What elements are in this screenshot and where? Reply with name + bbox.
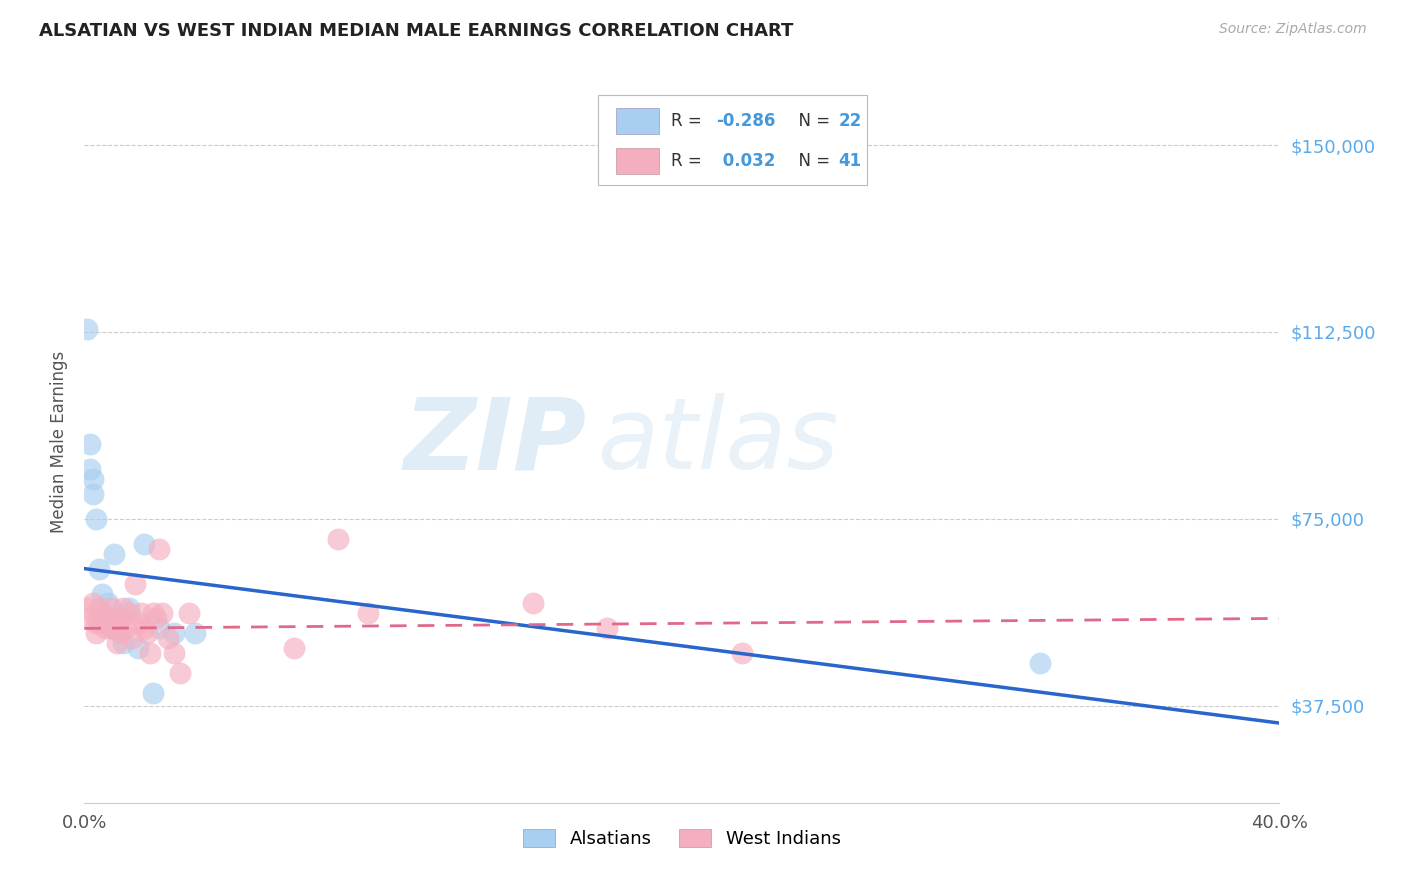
Point [522, 597, 544, 611]
Text: ZIP: ZIP [404, 393, 586, 490]
Point [89, 561, 111, 575]
Point [89, 601, 111, 615]
Point [82, 597, 104, 611]
Point [127, 616, 149, 631]
Legend: Alsatians, West Indians: Alsatians, West Indians [516, 822, 848, 855]
Y-axis label: Median Male Earnings: Median Male Earnings [51, 351, 69, 533]
Point [82, 472, 104, 486]
Point [103, 547, 125, 561]
Point [76, 601, 98, 615]
Point [121, 632, 143, 646]
Point [731, 646, 754, 660]
FancyBboxPatch shape [599, 95, 868, 185]
Point [118, 601, 141, 615]
Text: R =: R = [671, 112, 702, 130]
Point [145, 611, 167, 625]
Point [91, 586, 114, 600]
Point [139, 646, 162, 660]
Point [79, 437, 101, 451]
Point [110, 611, 132, 625]
Point [100, 601, 122, 615]
Point [86, 512, 108, 526]
Point [86, 626, 108, 640]
Point [110, 626, 132, 640]
Point [105, 636, 128, 650]
Point [129, 607, 152, 621]
Point [357, 607, 380, 621]
Point [127, 641, 149, 656]
Point [115, 621, 138, 635]
Point [112, 601, 135, 615]
Text: N =: N = [789, 152, 831, 169]
Point [97, 616, 120, 631]
Point [110, 611, 132, 625]
Point [97, 597, 120, 611]
Text: R =: R = [671, 152, 702, 169]
Point [150, 607, 173, 621]
Point [148, 541, 170, 556]
FancyBboxPatch shape [616, 108, 659, 134]
Point [124, 576, 146, 591]
Point [328, 532, 350, 546]
Text: ALSATIAN VS WEST INDIAN MEDIAN MALE EARNINGS CORRELATION CHART: ALSATIAN VS WEST INDIAN MEDIAN MALE EARN… [39, 22, 794, 40]
Text: 41: 41 [838, 152, 862, 169]
Point [163, 646, 186, 660]
Point [142, 686, 165, 700]
Point [142, 607, 165, 621]
Point [112, 636, 135, 650]
Point [157, 632, 180, 646]
Text: 22: 22 [838, 112, 862, 130]
Point [1029, 657, 1052, 671]
Text: -0.286: -0.286 [717, 112, 776, 130]
Point [283, 641, 305, 656]
Point [82, 487, 104, 501]
Point [163, 626, 186, 640]
Text: 0.032: 0.032 [717, 152, 775, 169]
Point [89, 616, 111, 631]
Text: atlas: atlas [599, 393, 839, 490]
Text: N =: N = [789, 112, 831, 130]
Point [136, 626, 159, 640]
FancyBboxPatch shape [616, 148, 659, 174]
Point [94, 621, 117, 635]
Point [118, 607, 141, 621]
Point [86, 616, 108, 631]
Point [94, 611, 117, 625]
Point [91, 607, 114, 621]
Point [132, 621, 156, 635]
Point [184, 626, 207, 640]
Point [79, 462, 101, 476]
Point [132, 537, 156, 551]
Point [100, 621, 122, 635]
Point [100, 616, 122, 631]
Point [103, 621, 125, 635]
Point [79, 611, 101, 625]
Text: Source: ZipAtlas.com: Source: ZipAtlas.com [1219, 22, 1367, 37]
Point [169, 666, 191, 681]
Point [94, 611, 117, 625]
Point [596, 621, 619, 635]
Point [177, 607, 200, 621]
Point [76, 322, 98, 336]
Point [148, 621, 170, 635]
